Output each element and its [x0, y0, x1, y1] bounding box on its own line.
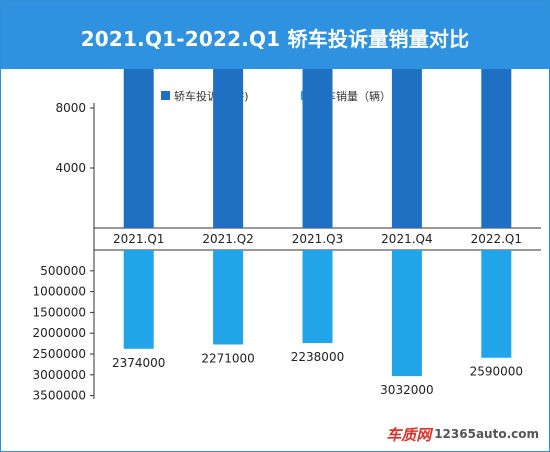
bar-complaints: [302, 69, 333, 228]
y-tick-label-top: 4000: [55, 161, 86, 175]
legend-label-sales: 轿车销量（辆）: [314, 89, 391, 103]
bar-sales: [391, 250, 422, 377]
y-tick-label-bottom: 500000: [40, 264, 86, 278]
y-tick-label-bottom: 1000000: [33, 285, 86, 299]
watermark: 车质网 12365auto.com: [386, 423, 539, 445]
x-tick-label: 2021.Q4: [381, 232, 432, 246]
legend: 轿车投诉量(宗) 轿车销量（辆）: [161, 89, 391, 103]
bar-sales: [302, 250, 333, 344]
data-label-sales: 2374000: [112, 356, 165, 370]
legend-swatch-complaints: [161, 91, 170, 100]
plot-area: 4000800012000160002000050000010000001500…: [33, 69, 541, 403]
y-tick-label-bottom: 3000000: [33, 368, 86, 382]
watermark-brand: 车质网: [386, 425, 432, 444]
y-tick-label-top: 8000: [55, 101, 86, 115]
x-tick-label: 2022.Q1: [471, 232, 522, 246]
bar-sales: [481, 250, 512, 358]
data-label-sales: 2238000: [291, 350, 344, 364]
y-tick-label-bottom: 2500000: [33, 347, 86, 361]
data-label-sales: 2271000: [201, 351, 254, 365]
x-tick-label: 2021.Q1: [113, 232, 164, 246]
y-tick-label-bottom: 2000000: [33, 326, 86, 340]
x-tick-label: 2021.Q2: [202, 232, 253, 246]
bar-complaints: [213, 69, 244, 228]
bar-complaints: [123, 69, 154, 229]
data-label-sales: 2590000: [470, 365, 523, 379]
bar-complaints: [391, 69, 422, 228]
x-tick-label: 2021.Q3: [292, 232, 343, 246]
chart-title: 2021.Q1-2022.Q1 轿车投诉量销量对比: [80, 27, 470, 51]
title-banner: 2021.Q1-2022.Q1 轿车投诉量销量对比: [1, 1, 549, 69]
y-tick-label-bottom: 3500000: [33, 389, 86, 403]
bar-sales: [213, 250, 244, 345]
y-tick-label-bottom: 1500000: [33, 305, 86, 319]
watermark-url: 12365auto.com: [434, 427, 539, 441]
data-label-sales: 3032000: [380, 383, 433, 397]
bar-complaints: [481, 69, 512, 229]
bar-sales: [123, 250, 154, 349]
chart-svg: 轿车投诉量(宗) 轿车销量（辆） 40008000120001600020000…: [33, 69, 541, 403]
